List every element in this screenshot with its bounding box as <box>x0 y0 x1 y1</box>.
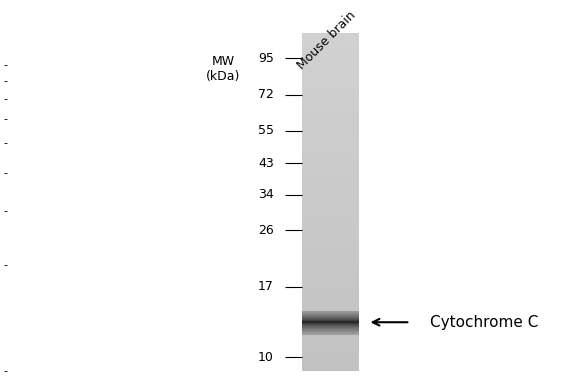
Text: 10: 10 <box>258 350 274 364</box>
Text: 17: 17 <box>258 280 274 293</box>
Text: 95: 95 <box>258 52 274 65</box>
Text: 26: 26 <box>258 224 274 237</box>
Text: 43: 43 <box>258 157 274 170</box>
Text: Cytochrome C: Cytochrome C <box>430 315 538 330</box>
Text: 34: 34 <box>258 188 274 201</box>
Text: 72: 72 <box>258 88 274 102</box>
Text: MW
(kDa): MW (kDa) <box>205 56 240 84</box>
Text: 55: 55 <box>258 124 274 137</box>
Text: Mouse brain: Mouse brain <box>294 9 358 72</box>
